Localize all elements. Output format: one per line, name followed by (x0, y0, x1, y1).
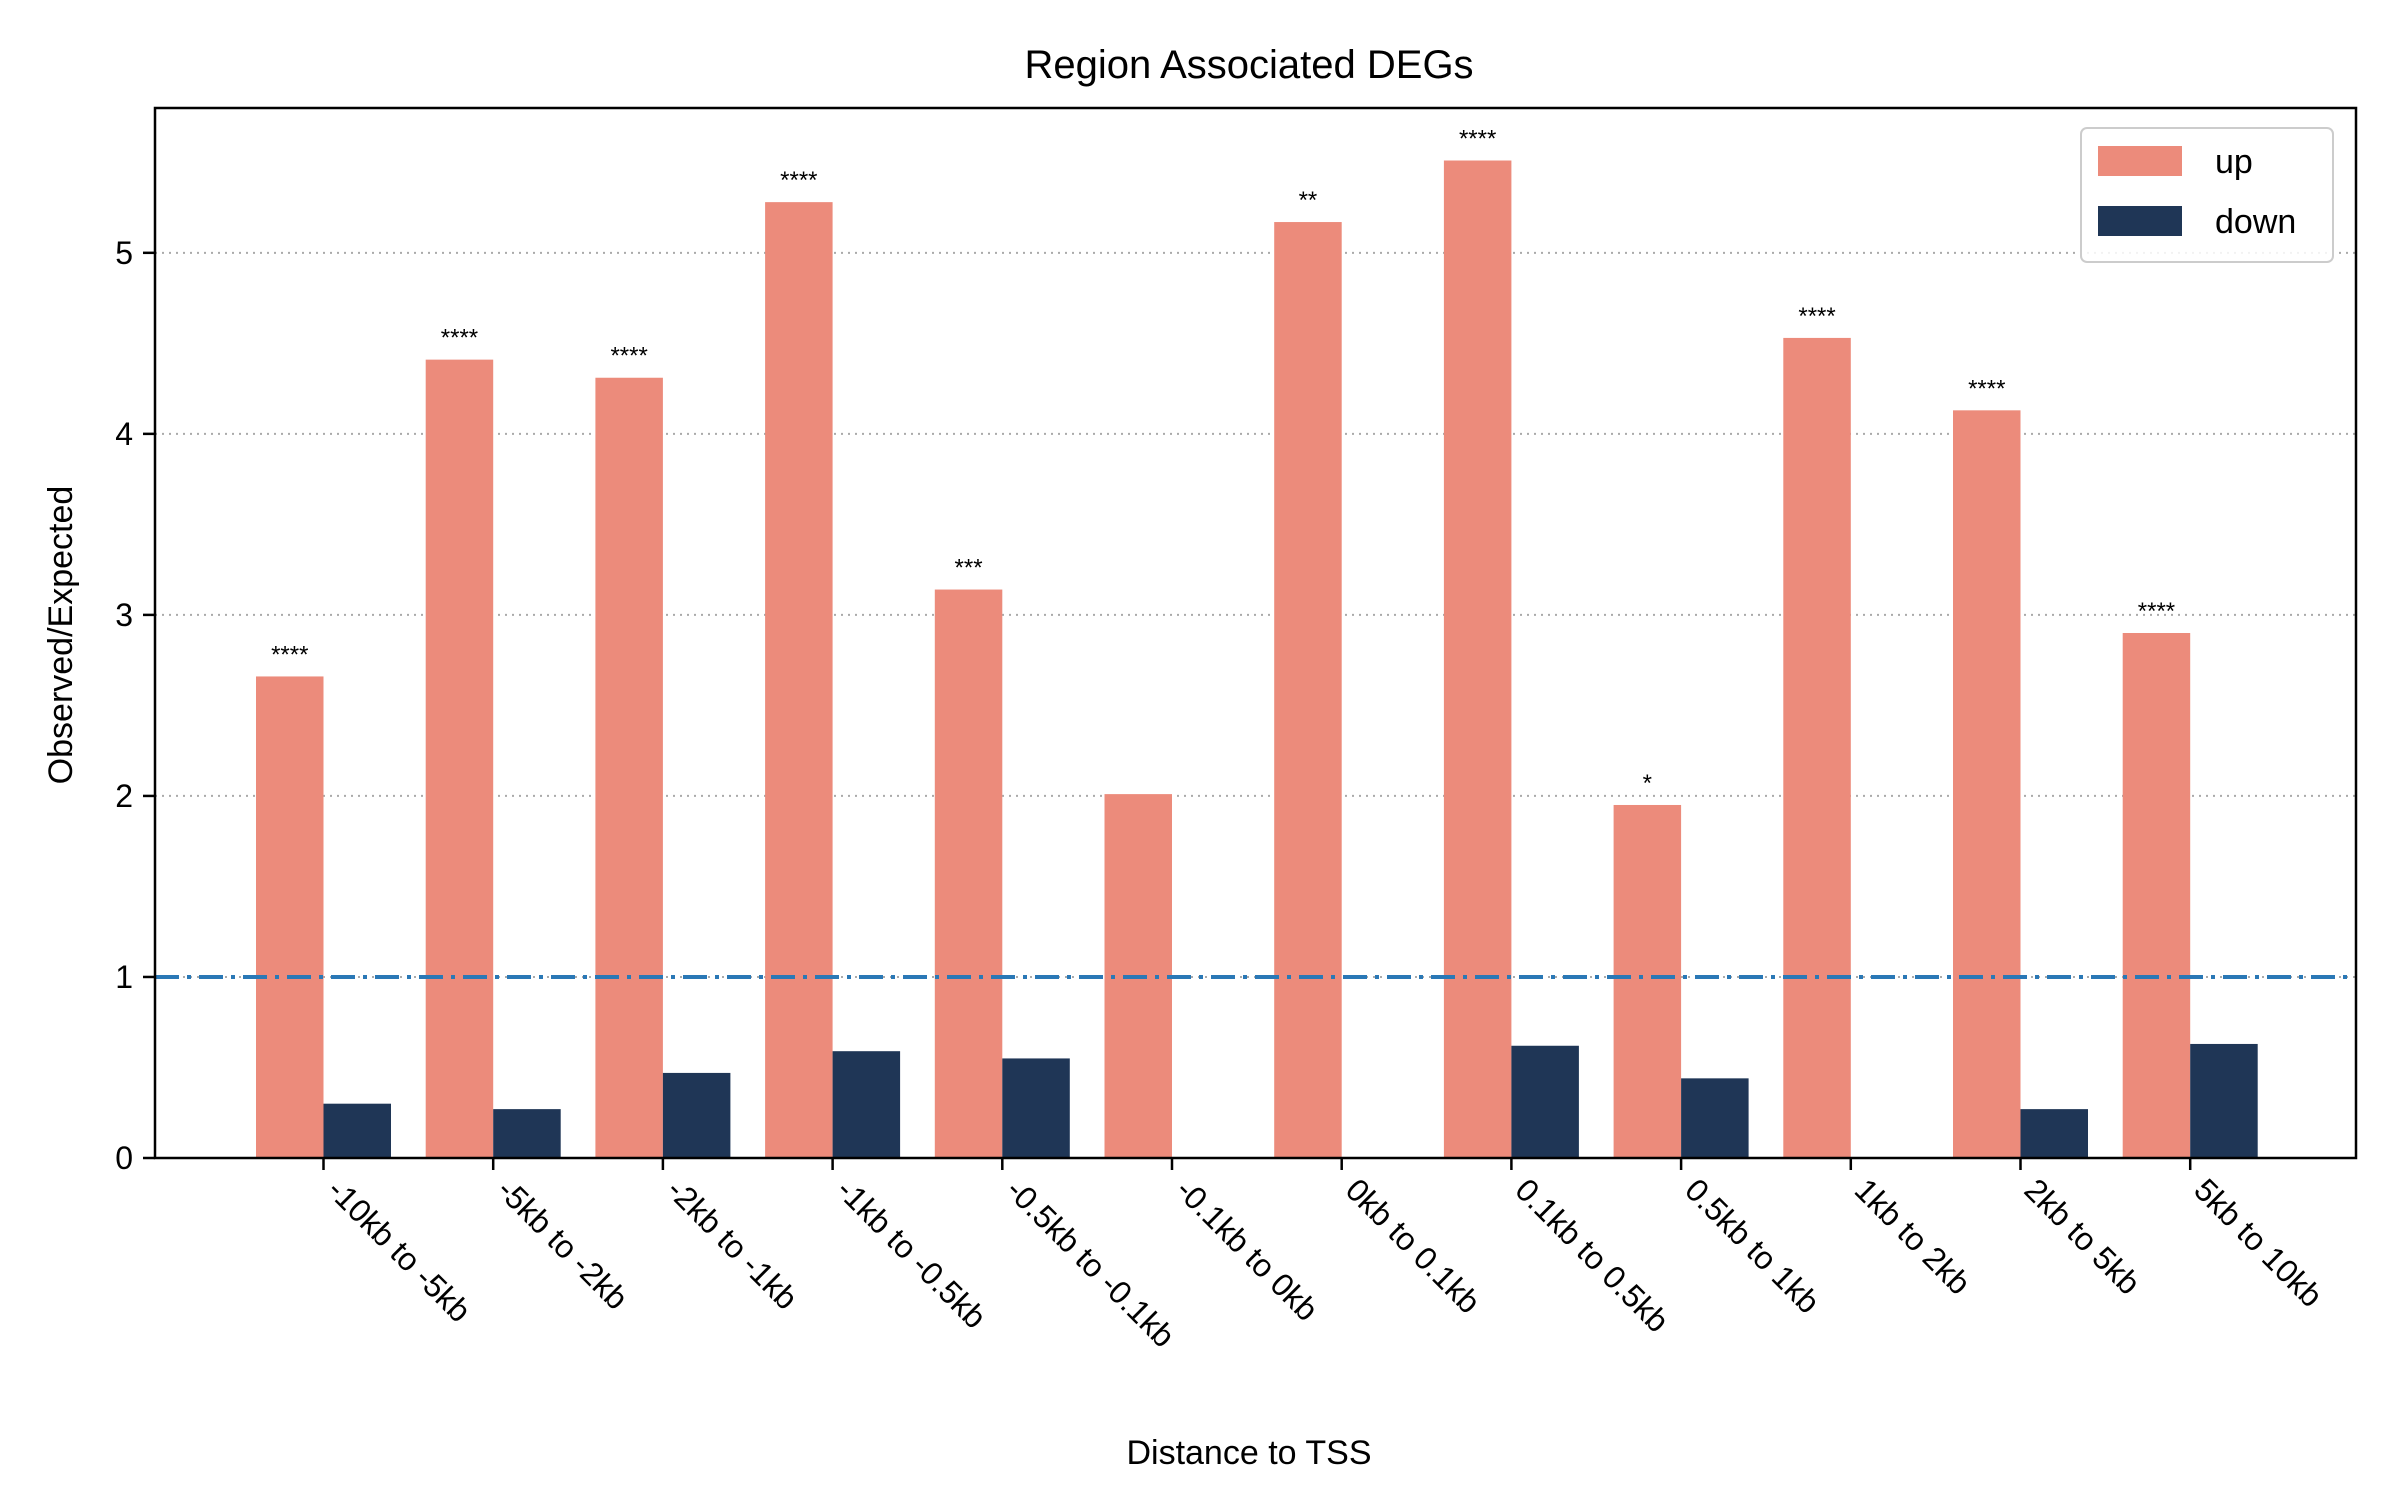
bar-up (256, 676, 324, 1158)
significance-label: **** (271, 641, 308, 668)
significance-label: **** (2138, 598, 2175, 625)
x-tick-label: 2kb to 5kb (2018, 1171, 2148, 1301)
x-tick-label: 0kb to 0.1kb (1339, 1171, 1488, 1320)
bar-up (425, 359, 494, 1158)
bar-up (1783, 337, 1851, 1158)
bar-up (1274, 222, 1342, 1158)
bar-down (2190, 1043, 2258, 1158)
x-tick-label: 0.1kb to 0.5kb (1508, 1171, 1676, 1339)
bar-down (2020, 1109, 2088, 1158)
legend-label: up (2215, 143, 2253, 181)
bar-down (1681, 1078, 1749, 1158)
y-axis: 0 1 2 3 4 5 (115, 235, 155, 1176)
significance-label: **** (1459, 126, 1496, 153)
bar-up (1443, 160, 1512, 1158)
bars (256, 160, 2258, 1158)
x-tick-label: -0.1kb to 0kb (1169, 1171, 1325, 1327)
significance-labels: ************************************** (271, 126, 2175, 797)
y-tick-label: 4 (115, 416, 133, 452)
significance-label: **** (1968, 375, 2005, 402)
x-tick-label: 1kb to 2kb (1848, 1171, 1978, 1301)
y-tick-label: 2 (115, 778, 133, 814)
bar-down (493, 1109, 561, 1158)
legend-swatch (2098, 146, 2182, 176)
significance-label: ** (1299, 187, 1318, 214)
legend-swatch (2098, 206, 2182, 236)
significance-label: **** (780, 167, 817, 194)
significance-label: **** (610, 343, 647, 370)
bar-down (1002, 1058, 1070, 1158)
x-tick-label: 0.5kb to 1kb (1678, 1171, 1827, 1320)
x-tick-label: -2kb to -1kb (660, 1171, 805, 1316)
x-tick-label: -0.5kb to -0.1kb (999, 1171, 1182, 1354)
bar-up (2122, 633, 2191, 1158)
bar-down (1511, 1045, 1579, 1158)
y-tick-label: 1 (115, 959, 133, 995)
significance-label: * (1643, 770, 1652, 797)
y-tick-label: 5 (115, 235, 133, 271)
bar-up (595, 377, 663, 1158)
bar-down (832, 1051, 901, 1158)
bar-down (662, 1072, 731, 1158)
x-axis: -10kb to -5kb -5kb to -2kb -2kb to -1kb -1k… (321, 1158, 2330, 1354)
bar-down (323, 1103, 391, 1158)
legend: up down (2080, 127, 2334, 263)
bar-up (1613, 804, 1682, 1158)
x-axis-label: Distance to TSS (1126, 1434, 1371, 1472)
x-tick-label: -5kb to -2kb (490, 1171, 635, 1316)
x-tick-label: -1kb to -0.5kb (830, 1171, 994, 1335)
y-tick-label: 3 (115, 597, 133, 633)
significance-label: **** (1798, 303, 1835, 330)
y-axis-label: Observed/Expected (42, 486, 80, 785)
significance-label: **** (441, 325, 478, 352)
x-tick-label: 5kb to 10kb (2187, 1171, 2329, 1313)
legend-label: down (2215, 203, 2296, 241)
x-tick-label: -10kb to -5kb (321, 1171, 479, 1329)
chart-title: Region Associated DEGs (1024, 43, 1473, 87)
plot-frame (153, 106, 2358, 1160)
y-tick-label: 0 (115, 1140, 133, 1176)
bar-up (1953, 410, 2021, 1158)
bar-up (934, 589, 1003, 1158)
bar-up (765, 202, 833, 1158)
significance-label: *** (955, 555, 983, 582)
